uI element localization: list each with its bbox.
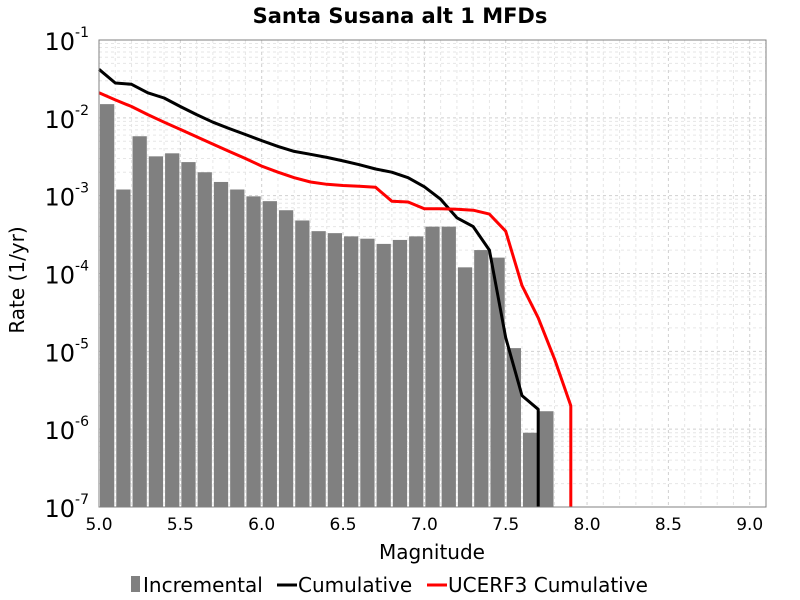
- incremental-bar: [457, 267, 473, 507]
- incremental-bars: [100, 104, 554, 508]
- y-axis-label: Rate (1/yr): [5, 226, 29, 333]
- incremental-bar: [506, 348, 521, 507]
- x-tick-label: 7.0: [411, 515, 438, 535]
- y-tick-label: 10-6: [44, 414, 89, 445]
- incremental-bar: [132, 136, 147, 507]
- incremental-bar: [278, 210, 294, 507]
- incremental-bar: [100, 104, 115, 507]
- y-tick-label: 10-7: [44, 492, 89, 523]
- incremental-bar: [165, 153, 180, 507]
- x-tick-label: 8.0: [574, 515, 601, 535]
- y-tick-label: 10-3: [44, 181, 89, 212]
- ucerf3-cumulative-line: [98, 91, 573, 507]
- x-tick-label: 6.0: [248, 515, 275, 535]
- incremental-bar: [539, 411, 554, 507]
- cumulative-lines: [98, 68, 573, 507]
- x-axis-ticks: 5.0 5.5 6.0 6.5 7.0 7.5 8.0 8.5 9.0: [85, 515, 763, 535]
- incremental-bar: [295, 220, 310, 507]
- incremental-bar: [213, 181, 229, 508]
- x-tick-label: 8.5: [655, 515, 682, 535]
- incremental-bar: [376, 243, 391, 507]
- incremental-bar: [262, 201, 277, 508]
- chart-title: Santa Susana alt 1 MFDs: [253, 4, 548, 28]
- legend-label-ucerf3-cumulative: UCERF3 Cumulative: [448, 573, 648, 597]
- incremental-bar: [230, 189, 245, 507]
- y-axis-ticks: 10-1 10-2 10-3 10-4 10-5 10-6 10-7: [44, 25, 89, 523]
- y-tick-label: 10-1: [44, 25, 89, 56]
- x-tick-label: 5.5: [167, 515, 194, 535]
- incremental-bar: [441, 226, 456, 508]
- y-tick-label: 10-4: [44, 259, 89, 290]
- legend-label-cumulative: Cumulative: [298, 573, 412, 597]
- legend-label-incremental: Incremental: [143, 573, 263, 597]
- incremental-bar: [246, 196, 261, 508]
- incremental-bar: [327, 233, 343, 507]
- x-tick-label: 7.5: [492, 515, 519, 535]
- x-axis-label: Magnitude: [379, 540, 485, 564]
- incremental-bar: [344, 236, 359, 507]
- x-tick-label: 6.5: [330, 515, 357, 535]
- incremental-bar: [181, 162, 196, 507]
- x-tick-label: 9.0: [736, 515, 763, 535]
- incremental-bar: [474, 250, 489, 508]
- incremental-bar: [392, 239, 408, 507]
- incremental-bar: [311, 231, 326, 507]
- x-tick-label: 5.0: [85, 515, 112, 535]
- incremental-bar: [197, 172, 212, 507]
- legend: Incremental Cumulative UCERF3 Cumulative: [131, 573, 648, 597]
- incremental-bar: [409, 236, 424, 507]
- incremental-bar: [116, 189, 131, 507]
- incremental-bar: [360, 238, 375, 507]
- cumulative-line: [98, 68, 540, 507]
- incremental-bar: [522, 432, 538, 507]
- legend-swatch-incremental: [131, 576, 140, 592]
- incremental-bar: [148, 156, 164, 507]
- y-tick-label: 10-2: [44, 103, 89, 134]
- y-tick-label: 10-5: [44, 336, 89, 367]
- plot-frame: [98, 39, 767, 508]
- incremental-bar: [425, 226, 440, 508]
